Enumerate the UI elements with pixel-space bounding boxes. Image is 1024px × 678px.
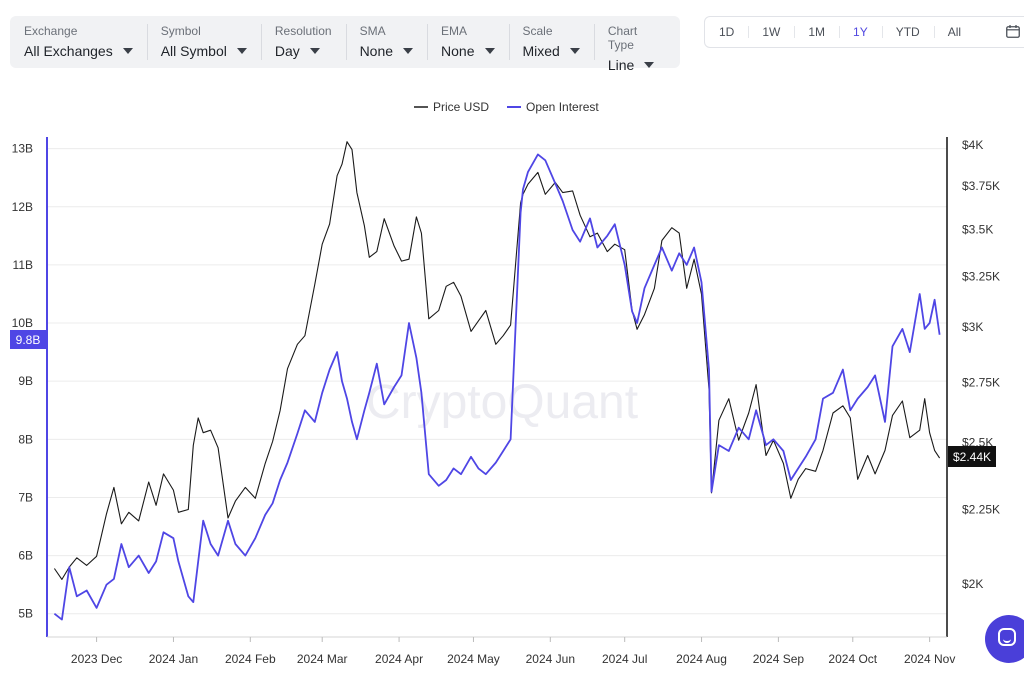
x-axis-tick-label: 2024 Aug (676, 652, 727, 666)
price-usd-line (53, 141, 941, 580)
x-axis-tick-label: 2024 Mar (297, 652, 348, 666)
chevron-down-icon (122, 48, 133, 55)
x-axis-tick-label: 2024 May (447, 652, 500, 666)
chat-icon (998, 628, 1016, 646)
chevron-down-icon (236, 48, 247, 55)
range-ytd-button[interactable]: YTD (881, 17, 934, 47)
range-1d-button[interactable]: 1D (719, 25, 735, 39)
symbol-filter-value: All Symbol (160, 43, 227, 59)
chevron-down-icon (569, 48, 580, 55)
scale-filter-label: Scale (522, 24, 553, 38)
range-1w-button[interactable]: 1W (748, 17, 794, 47)
resolution-filter-label: Resolution (274, 24, 332, 38)
chart-type-filter-value: Line (607, 57, 635, 73)
ema-filter-value-row[interactable]: None (441, 41, 495, 61)
legend-oi-label: Open Interest (526, 100, 599, 114)
x-axis-tick-label: 2024 Jan (149, 652, 198, 666)
right-axis-tick-label: $4K (962, 138, 983, 152)
price-current-tag: $2.44K (948, 446, 996, 467)
oi-current-tag-label: 9.8B (16, 333, 41, 347)
ema-filter-label: EMA (441, 24, 468, 38)
left-axis-tick-label: 11B (13, 258, 33, 272)
x-axis-tick-label: 2024 Apr (375, 652, 423, 666)
range-1m-button[interactable]: 1M (794, 17, 839, 47)
left-axis-tick-label: 7B (18, 490, 33, 504)
sma-filter[interactable]: SMA None (345, 16, 427, 68)
scale-filter-value: Mixed (522, 43, 560, 59)
price-current-tag-label: $2.44K (953, 450, 991, 464)
watermark: CryptoQuant (366, 376, 638, 429)
calendar-icon[interactable] (1006, 25, 1020, 38)
x-axis-tick-label: 2023 Dec (71, 652, 122, 666)
x-axis-tick-label: 2024 Nov (904, 652, 955, 666)
range-1y-button[interactable]: 1Y (839, 17, 882, 47)
sma-filter-label: SMA (359, 24, 386, 38)
filter-bar: Exchange All Exchanges Symbol All Symbol… (10, 16, 680, 73)
exchange-filter-label: Exchange (24, 24, 78, 38)
symbol-filter-label: Symbol (160, 24, 201, 38)
left-axis-tick-label: 8B (18, 432, 33, 446)
x-axis-tick-label: 2024 Sep (753, 652, 805, 666)
left-axis-tick-label: 13B (12, 142, 33, 156)
chevron-down-icon (644, 62, 655, 69)
range-all-button[interactable]: All (933, 17, 975, 47)
right-axis-tick-label: $2.75K (962, 375, 1000, 389)
right-axis-tick-label: $2K (962, 577, 983, 591)
exchange-filter[interactable]: Exchange All Exchanges (10, 16, 147, 68)
scale-filter[interactable]: Scale Mixed (508, 16, 594, 68)
legend-price-label: Price USD (433, 100, 489, 114)
chevron-down-icon (484, 48, 495, 55)
sma-filter-value: None (359, 43, 394, 59)
exchange-filter-value: All Exchanges (24, 43, 113, 59)
x-axis-tick-label: 2024 Oct (828, 652, 877, 666)
x-axis-tick-label: 2024 Feb (225, 652, 276, 666)
legend-open-interest[interactable]: Open Interest (507, 100, 599, 114)
resolution-filter[interactable]: Resolution Day (260, 16, 346, 68)
chart-type-filter-value-row[interactable]: Line (608, 55, 666, 75)
left-axis-tick-label: 9B (18, 374, 33, 388)
right-axis-tick-label: $3.25K (962, 269, 1000, 283)
right-axis-tick-label: $3.5K (962, 222, 993, 236)
left-axis-tick-label: 5B (18, 607, 33, 621)
scale-filter-value-row[interactable]: Mixed (523, 41, 580, 61)
oi-current-tag: 9.8B (10, 330, 46, 349)
symbol-filter-value-row[interactable]: All Symbol (161, 41, 247, 61)
exchange-filter-value-row[interactable]: All Exchanges (24, 41, 133, 61)
ema-filter-value: None (441, 43, 475, 59)
oi-current-tag-bg (10, 330, 46, 349)
left-axis-tick-label: 10B (12, 316, 33, 330)
chevron-down-icon (309, 48, 320, 55)
legend: Price USD Open Interest (414, 100, 599, 114)
right-axis-tick-label: $3K (962, 320, 983, 334)
time-range-selector: 1D 1W 1M 1Y YTD All (704, 16, 1024, 48)
right-axis-tick-label: $2.25K (962, 503, 1000, 517)
legend-price[interactable]: Price USD (414, 100, 489, 114)
chevron-down-icon (403, 48, 414, 55)
price-current-tag-bg (948, 446, 996, 467)
resolution-filter-value: Day (274, 43, 300, 59)
support-chat-button[interactable] (985, 615, 1024, 663)
open-interest-line (53, 153, 941, 621)
grid-lines (47, 148, 947, 615)
series-lines (53, 141, 941, 621)
chart-type-filter[interactable]: Chart Type Line (593, 16, 680, 73)
chart-type-filter-label: Chart Type (607, 24, 638, 52)
sma-filter-value-row[interactable]: None (359, 41, 414, 61)
left-axis-tick-label: 12B (12, 200, 33, 214)
axis-ticks: 5B6B7B8B9B10B11B12B13B$2K$2.25K$2.5K$2.7… (12, 138, 1000, 666)
left-axis-tick-label: 6B (18, 549, 33, 563)
symbol-filter[interactable]: Symbol All Symbol (146, 16, 261, 68)
right-axis-tick-label: $3.75K (962, 179, 1000, 193)
resolution-filter-value-row[interactable]: Day (275, 41, 332, 61)
x-axis-tick-label: 2024 Jul (602, 652, 647, 666)
x-axis-tick-label: 2024 Jun (526, 652, 575, 666)
ema-filter[interactable]: EMA None (427, 16, 508, 68)
